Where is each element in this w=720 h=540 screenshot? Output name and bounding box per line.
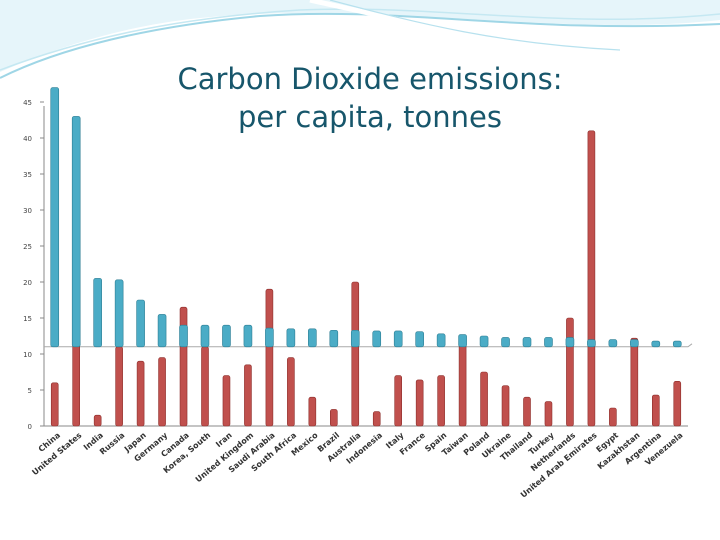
y-tick-label: 5 bbox=[28, 387, 32, 395]
bar-red bbox=[93, 414, 102, 427]
bar-red bbox=[544, 401, 553, 427]
bar-blue bbox=[479, 335, 489, 348]
bar-red bbox=[415, 379, 424, 427]
bar-blue bbox=[157, 314, 167, 348]
bar-red bbox=[394, 375, 403, 427]
bar-red bbox=[630, 337, 639, 427]
bar-red bbox=[351, 281, 360, 427]
bar-red bbox=[609, 407, 617, 427]
bar-red bbox=[287, 357, 295, 427]
bar-blue bbox=[393, 330, 403, 348]
bar-red bbox=[329, 409, 338, 427]
bar-blue bbox=[587, 339, 596, 348]
bar-red bbox=[458, 339, 467, 427]
bar-blue bbox=[50, 87, 60, 348]
title-line-2: per capita, tonnes bbox=[238, 100, 502, 134]
bar-red bbox=[372, 411, 381, 427]
bar-red bbox=[308, 396, 317, 427]
bar-blue bbox=[630, 339, 639, 348]
bar-blue bbox=[436, 333, 446, 348]
page-title: Carbon Dioxide emissions: per capita, to… bbox=[120, 60, 620, 136]
bar-blue bbox=[200, 324, 210, 348]
y-tick-label: 20 bbox=[23, 279, 32, 287]
bar-red bbox=[136, 360, 145, 427]
bar-red bbox=[437, 375, 445, 427]
bar-blue bbox=[329, 329, 339, 348]
bar-blue bbox=[651, 340, 661, 348]
bar-blue bbox=[565, 337, 575, 348]
bar-blue bbox=[672, 340, 682, 348]
bar-red bbox=[265, 288, 274, 427]
bar-blue bbox=[415, 331, 424, 348]
bar-blue bbox=[71, 116, 81, 348]
bar-blue bbox=[179, 324, 188, 348]
bar-red bbox=[50, 382, 59, 427]
y-tick-label: 15 bbox=[23, 315, 32, 323]
bar-blue bbox=[501, 337, 510, 348]
bar-blue bbox=[350, 329, 360, 348]
bar-blue bbox=[308, 328, 317, 348]
y-tick-label: 30 bbox=[23, 207, 32, 215]
bar-red bbox=[523, 396, 531, 427]
bar-red bbox=[244, 364, 252, 427]
y-tick-label: 25 bbox=[23, 243, 32, 251]
bar-red bbox=[566, 317, 574, 427]
secondary-baseline bbox=[44, 343, 693, 348]
bar-blue bbox=[265, 327, 274, 348]
bar-blue bbox=[372, 330, 382, 348]
bar-red bbox=[651, 394, 660, 427]
y-tick-label: 0 bbox=[28, 423, 32, 431]
bar-blue bbox=[544, 337, 553, 348]
bar-blue bbox=[222, 324, 231, 348]
y-tick-label: 35 bbox=[23, 171, 32, 179]
bar-red bbox=[501, 385, 510, 427]
y-tick-label: 45 bbox=[23, 99, 32, 107]
bar-blue bbox=[458, 334, 467, 348]
bar-blue bbox=[93, 278, 102, 348]
bar-blue bbox=[286, 328, 296, 348]
bar-red bbox=[587, 130, 596, 427]
bar-blue bbox=[608, 339, 618, 348]
bar-red bbox=[480, 371, 488, 427]
bar-blue bbox=[114, 279, 124, 348]
y-tick-label: 40 bbox=[23, 135, 32, 143]
bar-red bbox=[201, 346, 209, 427]
bar-blue bbox=[522, 337, 532, 348]
bar-red bbox=[115, 346, 123, 427]
bar-red bbox=[158, 357, 166, 427]
y-tick-label: 10 bbox=[23, 351, 32, 359]
bar-blue bbox=[243, 324, 253, 348]
title-line-1: Carbon Dioxide emissions: bbox=[177, 62, 563, 96]
bar-blue bbox=[136, 299, 145, 348]
bar-red bbox=[222, 375, 231, 427]
bar-red bbox=[673, 381, 682, 427]
